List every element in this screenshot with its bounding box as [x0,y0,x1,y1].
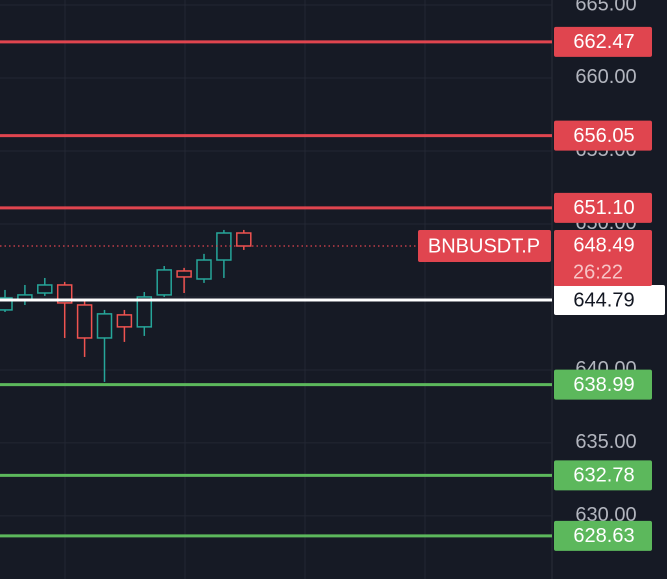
price-label: 638.99 [573,374,634,396]
price-label: 662.47 [573,31,634,53]
price-label-box [554,120,652,151]
price-label: 656.05 [573,125,634,147]
price-label-box [554,285,665,316]
candle-body [116,314,133,328]
price-label: 628.63 [573,525,634,547]
price-label-box [554,369,652,400]
y-tick-label: 665.00 [575,0,636,15]
y-tick-label: 635.00 [575,431,636,453]
candle-body [76,304,93,339]
price-label-box [554,520,652,551]
symbol-label: BNBUSDT.P [428,235,540,257]
countdown: 26:22 [573,261,623,283]
candle-body [216,232,232,261]
price-label-box [554,460,652,491]
candle-body [176,270,192,278]
candle-body [156,269,172,296]
last-price-box [554,229,652,286]
candle-body [0,297,13,311]
candle-body [96,313,113,339]
candle-body [236,232,252,247]
candle-body [196,259,212,280]
y-tick-label: 660.00 [575,66,636,88]
price-label-box [554,26,652,57]
candle-body [37,284,53,294]
price-label: 632.78 [573,465,634,487]
price-label-box [554,192,652,223]
candle-body [56,284,73,304]
vertical-grid [64,0,426,579]
price-label: 651.10 [573,197,634,219]
last-price-label: 648.49 [573,234,634,256]
candle-body [136,296,153,328]
symbol-box [418,229,551,262]
y-tick-label: 630.00 [575,504,636,526]
price-label: 644.79 [573,289,634,311]
